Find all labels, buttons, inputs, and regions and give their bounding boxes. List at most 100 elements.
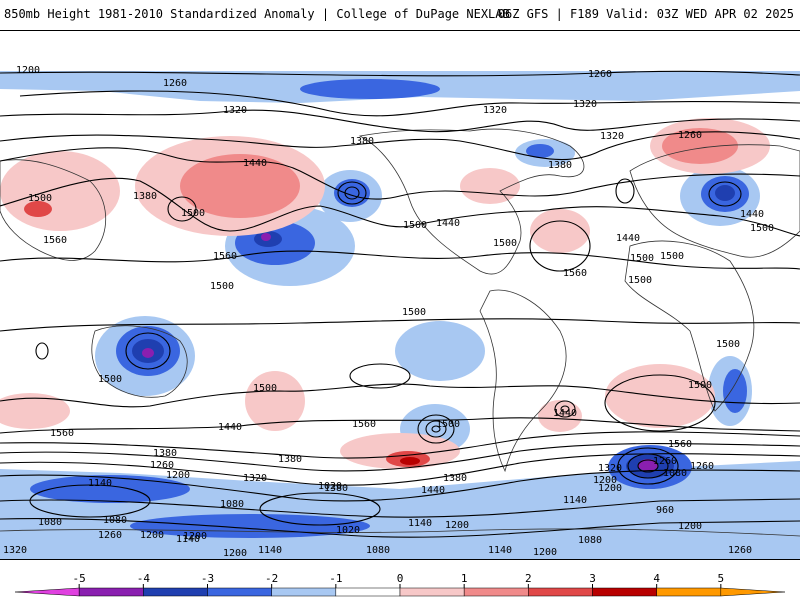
colorbar-tick-label: -3 bbox=[201, 572, 214, 585]
contour-label: 1440 bbox=[243, 158, 267, 169]
contour-12 bbox=[0, 443, 800, 472]
anomaly-neg-canada-core bbox=[526, 144, 554, 158]
colorbar-segment bbox=[78, 587, 144, 597]
contour-label: 1560 bbox=[668, 439, 692, 450]
contour-label: 1320 bbox=[600, 131, 624, 142]
contour-low-pacific bbox=[337, 181, 367, 205]
contour-label: 1320 bbox=[598, 463, 622, 474]
contour-label: 1200 bbox=[598, 483, 622, 494]
coast-europe-asia bbox=[629, 144, 800, 258]
contour-label: 1500 bbox=[210, 281, 234, 292]
contour-label: 1380 bbox=[153, 448, 177, 459]
coast-north-america bbox=[358, 128, 585, 275]
contour-15 bbox=[0, 498, 800, 518]
colorbar-segment bbox=[399, 587, 465, 597]
contour-label: 1560 bbox=[352, 419, 376, 430]
contour-label: 1140 bbox=[563, 495, 587, 506]
colorbar-max-triangle bbox=[720, 587, 786, 597]
colorbar-tick-label: 4 bbox=[653, 572, 660, 585]
contour-label: 1380 bbox=[548, 160, 572, 171]
anomaly-pos-west bbox=[0, 393, 70, 429]
anomaly-neg-australia-core bbox=[142, 348, 154, 358]
colorbar-tick-label: -1 bbox=[329, 572, 342, 585]
contour-label: 1260 bbox=[690, 461, 714, 472]
anomaly-pos-s-pacific bbox=[245, 371, 305, 431]
colorbar-svg: -5 -4 -3 -2 -1 0 1 2 3 4 5 bbox=[14, 572, 786, 597]
contour-label: 1500 bbox=[181, 208, 205, 219]
map-panel: 1200 1260 1260 1320 1320 1320 1320 1260 1380 1440… bbox=[0, 30, 800, 560]
colorbar-segment bbox=[335, 587, 401, 597]
contour-2 bbox=[19, 90, 800, 117]
contour-label: 1380 bbox=[278, 454, 302, 465]
colorbar-segment bbox=[207, 587, 272, 597]
contour-label: 1200 bbox=[166, 470, 190, 481]
contour-high-s-pacific bbox=[349, 363, 411, 389]
contour-low-s-pacific-3 bbox=[431, 425, 441, 433]
contour-label: 1500 bbox=[28, 193, 52, 204]
contour-low-pacific-2 bbox=[344, 186, 360, 200]
colorbar-tick-label: 3 bbox=[589, 572, 596, 585]
contour-low-antarctic bbox=[617, 447, 679, 485]
colorbar-segment bbox=[656, 587, 722, 597]
contour-label: 1500 bbox=[493, 238, 517, 249]
contour-label: 1080 bbox=[578, 535, 602, 546]
contour-11 bbox=[0, 431, 800, 459]
colorbar-tick-label: -4 bbox=[137, 572, 151, 585]
height-contours bbox=[0, 70, 800, 538]
contour-low-west bbox=[35, 342, 49, 360]
contour-low-australia bbox=[125, 332, 171, 370]
contour-label: 1500 bbox=[436, 419, 460, 430]
header-bar: 850mb Height 1981-2010 Standardized Anom… bbox=[0, 0, 800, 30]
contour-label: 1500 bbox=[630, 253, 654, 264]
contour-label: 1560 bbox=[563, 268, 587, 279]
contour-3 bbox=[0, 109, 800, 133]
contour-high-s-indian bbox=[604, 374, 716, 432]
contour-label: 1020 bbox=[336, 525, 360, 536]
contour-label: 1080 bbox=[663, 468, 687, 479]
contour-label: 1440 bbox=[421, 485, 445, 496]
contour-6 bbox=[0, 177, 800, 237]
contour-label: 1380 bbox=[443, 473, 467, 484]
contour-label: 1320 bbox=[223, 105, 247, 116]
contour-7 bbox=[0, 250, 800, 270]
contour-low-atlantic bbox=[615, 178, 635, 204]
run-info: 06Z GFS | F189 Valid: 03Z WED APR 02 202… bbox=[497, 7, 794, 21]
contour-label: 1500 bbox=[253, 383, 277, 394]
contour-label: 1140 bbox=[88, 478, 112, 489]
contour-low-s-pacific bbox=[417, 414, 455, 444]
coast-asia-west bbox=[0, 159, 107, 261]
contour-label: 1260 bbox=[163, 78, 187, 89]
contour-14 bbox=[0, 469, 800, 502]
contour-label: 1500 bbox=[750, 223, 774, 234]
contour-label: 1260 bbox=[653, 456, 677, 467]
contour-low-s-atlantic-2 bbox=[560, 405, 570, 413]
contour-label: 1200 bbox=[183, 531, 207, 542]
contour-label: 1200 bbox=[140, 530, 164, 541]
colorbar-segment bbox=[143, 587, 208, 597]
contour-label: 1260 bbox=[678, 130, 702, 141]
anomaly-pos-n-atlantic bbox=[530, 209, 590, 253]
contour-1 bbox=[0, 70, 800, 77]
contour-label: 1200 bbox=[16, 65, 40, 76]
anomaly-pos-s-pacific-core2 bbox=[400, 457, 420, 465]
contour-label: 1560 bbox=[43, 235, 67, 246]
contour-label: 1260 bbox=[728, 545, 752, 556]
contour-label: 1440 bbox=[218, 422, 242, 433]
contour-label: 1560 bbox=[213, 251, 237, 262]
contour-low-antarctic-w bbox=[29, 484, 151, 518]
contour-label: 1200 bbox=[533, 547, 557, 558]
contour-label: 1200 bbox=[678, 521, 702, 532]
colorbar-tick-label: 5 bbox=[718, 572, 725, 585]
anomaly-pos-asia bbox=[0, 151, 120, 231]
contour-label: 1020 bbox=[318, 481, 342, 492]
anomaly-neg-s-africa-core bbox=[723, 369, 747, 413]
contour-high-pacific-w bbox=[167, 196, 197, 222]
colorbar: -5 -4 -3 -2 -1 0 1 2 3 4 5 bbox=[0, 562, 800, 600]
contour-label: 1500 bbox=[98, 374, 122, 385]
contour-label: 1320 bbox=[483, 105, 507, 116]
anomaly-neg-central-pacific-core bbox=[261, 233, 271, 241]
map-title: 850mb Height 1981-2010 Standardized Anom… bbox=[4, 7, 510, 21]
colorbar-segment bbox=[528, 587, 593, 597]
anomaly-neg-s-america bbox=[395, 321, 485, 381]
colorbar-min-triangle bbox=[14, 587, 80, 597]
